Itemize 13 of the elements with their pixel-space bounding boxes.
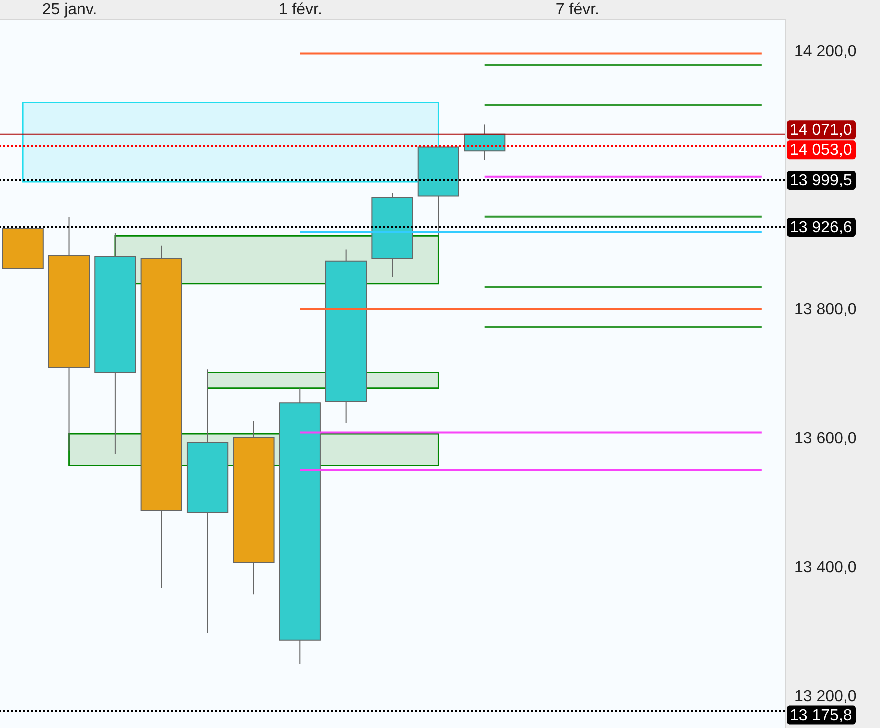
y-tick-label: 13 600,0: [794, 430, 857, 448]
ref-line-label: 13 926,6: [790, 219, 852, 236]
x-tick-label: 25 janv.: [42, 2, 98, 18]
x-tick-label: 1 févr.: [278, 2, 322, 18]
y-tick-label: 13 800,0: [794, 302, 857, 319]
ref-line-label: 14 053,0: [790, 142, 852, 160]
x-tick-label: 7 févr.: [556, 2, 600, 18]
y-tick-label: 13 400,0: [794, 559, 857, 576]
y-tick-label: 13 200,0: [794, 688, 857, 706]
y-tick-label: 14 200,0: [794, 44, 857, 61]
ref-line-label: 13 175,8: [790, 707, 852, 724]
ref-line-label: 14 071,0: [790, 122, 852, 140]
ref-line-label: 13 999,5: [790, 172, 852, 190]
